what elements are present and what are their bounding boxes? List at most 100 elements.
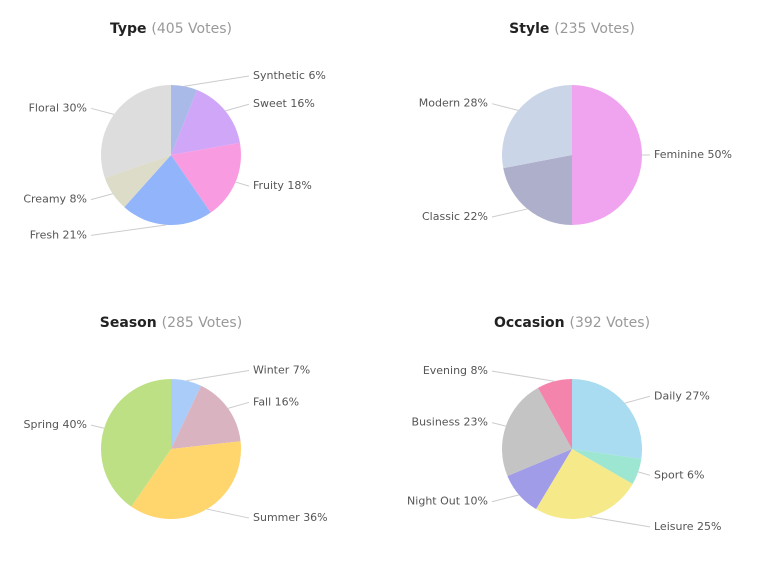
slice-name: Fruity — [253, 179, 284, 192]
slice-label: Synthetic 6% — [253, 69, 326, 82]
slice-name: Modern — [419, 97, 460, 110]
leader-line — [235, 181, 250, 187]
slice-name: Synthetic — [253, 69, 305, 82]
pie-slice — [171, 379, 202, 449]
leader-line — [225, 103, 250, 112]
slice-label: Modern 28% — [419, 97, 488, 110]
slice-value: 10% — [464, 495, 488, 508]
pie-slice — [104, 155, 171, 208]
title-text: Season — [100, 315, 157, 331]
slice-value: 6% — [308, 69, 325, 82]
leader-line — [90, 193, 113, 201]
pie-slice — [537, 379, 572, 449]
leader-line — [227, 401, 250, 409]
pie-slice — [507, 449, 572, 510]
slice-label: Business 23% — [412, 416, 488, 429]
leader-line — [184, 75, 250, 87]
chart-title: Type (405 Votes) — [110, 21, 232, 37]
pie-chart: Style (235 Votes) Feminine 50% Classic 22%… — [419, 21, 732, 226]
slice-label: Night Out 10% — [407, 495, 488, 508]
slice-value: 23% — [464, 416, 488, 429]
chart-title: Occasion (392 Votes) — [494, 315, 650, 331]
slice-label: Creamy 8% — [23, 193, 87, 206]
pie-slice — [536, 449, 633, 519]
slice-value: 40% — [63, 418, 87, 431]
subtitle: (405 Votes) — [151, 21, 232, 37]
slice-label: Classic 22% — [422, 210, 488, 223]
slice-value: 21% — [63, 228, 87, 241]
subtitle: (392 Votes) — [569, 315, 650, 331]
slice-name: Winter — [253, 363, 290, 376]
pie-slice — [171, 142, 241, 213]
slice-value: 6% — [687, 468, 704, 481]
pie-slice — [502, 387, 572, 477]
slice-label: Leisure 25% — [654, 520, 721, 533]
slice-label: Feminine 50% — [654, 148, 732, 161]
leader-line — [589, 516, 651, 528]
pie-slice — [503, 155, 572, 226]
subtitle: (235 Votes) — [554, 21, 635, 37]
pie-slice — [502, 85, 572, 169]
pie-slice — [171, 85, 198, 155]
slice-label: Fresh 21% — [30, 228, 87, 241]
subtitle: (285 Votes) — [162, 315, 243, 331]
pie-slice — [572, 379, 642, 459]
leader-line — [624, 395, 651, 404]
chart-title: Style (235 Votes) — [509, 21, 635, 37]
title-text: Occasion — [494, 315, 565, 331]
slice-name: Floral — [29, 101, 59, 114]
slice-name: Business — [412, 416, 461, 429]
slice-value: 30% — [63, 101, 87, 114]
slice-value: 18% — [287, 179, 311, 192]
slice-label: Floral 30% — [29, 101, 87, 114]
pie-slice — [124, 155, 211, 225]
pie-chart: Occasion (392 Votes) Daily 27% Sport 6% Lei… — [407, 315, 721, 533]
slice-value: 16% — [290, 97, 314, 110]
slice-label: Evening 8% — [423, 364, 488, 377]
slice-name: Leisure — [654, 520, 694, 533]
leader-line — [491, 370, 555, 382]
leader-line — [638, 471, 651, 476]
slice-name: Creamy — [23, 193, 66, 206]
leader-line — [491, 494, 520, 503]
pie-slice — [131, 441, 241, 519]
pie-slice — [572, 85, 642, 225]
pie-slice — [171, 385, 241, 449]
slice-label: Fall 16% — [253, 395, 299, 408]
slice-name: Fresh — [30, 228, 59, 241]
leader-line — [491, 103, 519, 111]
slice-value: 28% — [464, 97, 488, 110]
slice-label: Daily 27% — [654, 389, 710, 402]
slice-label: Sweet 16% — [253, 97, 315, 110]
slice-label: Sport 6% — [654, 468, 704, 481]
slice-value: 25% — [697, 520, 721, 533]
title-text: Type — [110, 21, 147, 37]
slice-value: 8% — [471, 364, 488, 377]
pie-chart: Season (285 Votes) Winter 7% Fall 16% Summe… — [24, 315, 328, 524]
slice-name: Summer — [253, 511, 300, 524]
leader-line — [90, 107, 115, 115]
slice-value: 27% — [685, 389, 709, 402]
pie-chart: Type (405 Votes) Synthetic 6% Sweet 16% Fru… — [23, 21, 326, 241]
slice-value: 50% — [708, 148, 732, 161]
leader-line — [186, 369, 250, 382]
slice-name: Night Out — [407, 495, 461, 508]
slice-name: Spring — [24, 418, 60, 431]
slice-label: Spring 40% — [24, 418, 87, 431]
slice-name: Evening — [423, 364, 467, 377]
slice-value: 36% — [303, 511, 327, 524]
leader-line — [90, 224, 167, 236]
leader-line — [491, 422, 506, 427]
slice-label: Summer 36% — [253, 511, 328, 524]
pie-slice — [101, 379, 171, 507]
slice-value: 8% — [70, 193, 87, 206]
slice-name: Classic — [422, 210, 460, 223]
slice-value: 22% — [464, 210, 488, 223]
slice-value: 7% — [293, 363, 310, 376]
pie-slice — [171, 90, 240, 155]
slice-label: Fruity 18% — [253, 179, 312, 192]
slice-name: Daily — [654, 389, 682, 402]
slice-value: 16% — [275, 395, 299, 408]
slice-name: Sport — [654, 468, 684, 481]
